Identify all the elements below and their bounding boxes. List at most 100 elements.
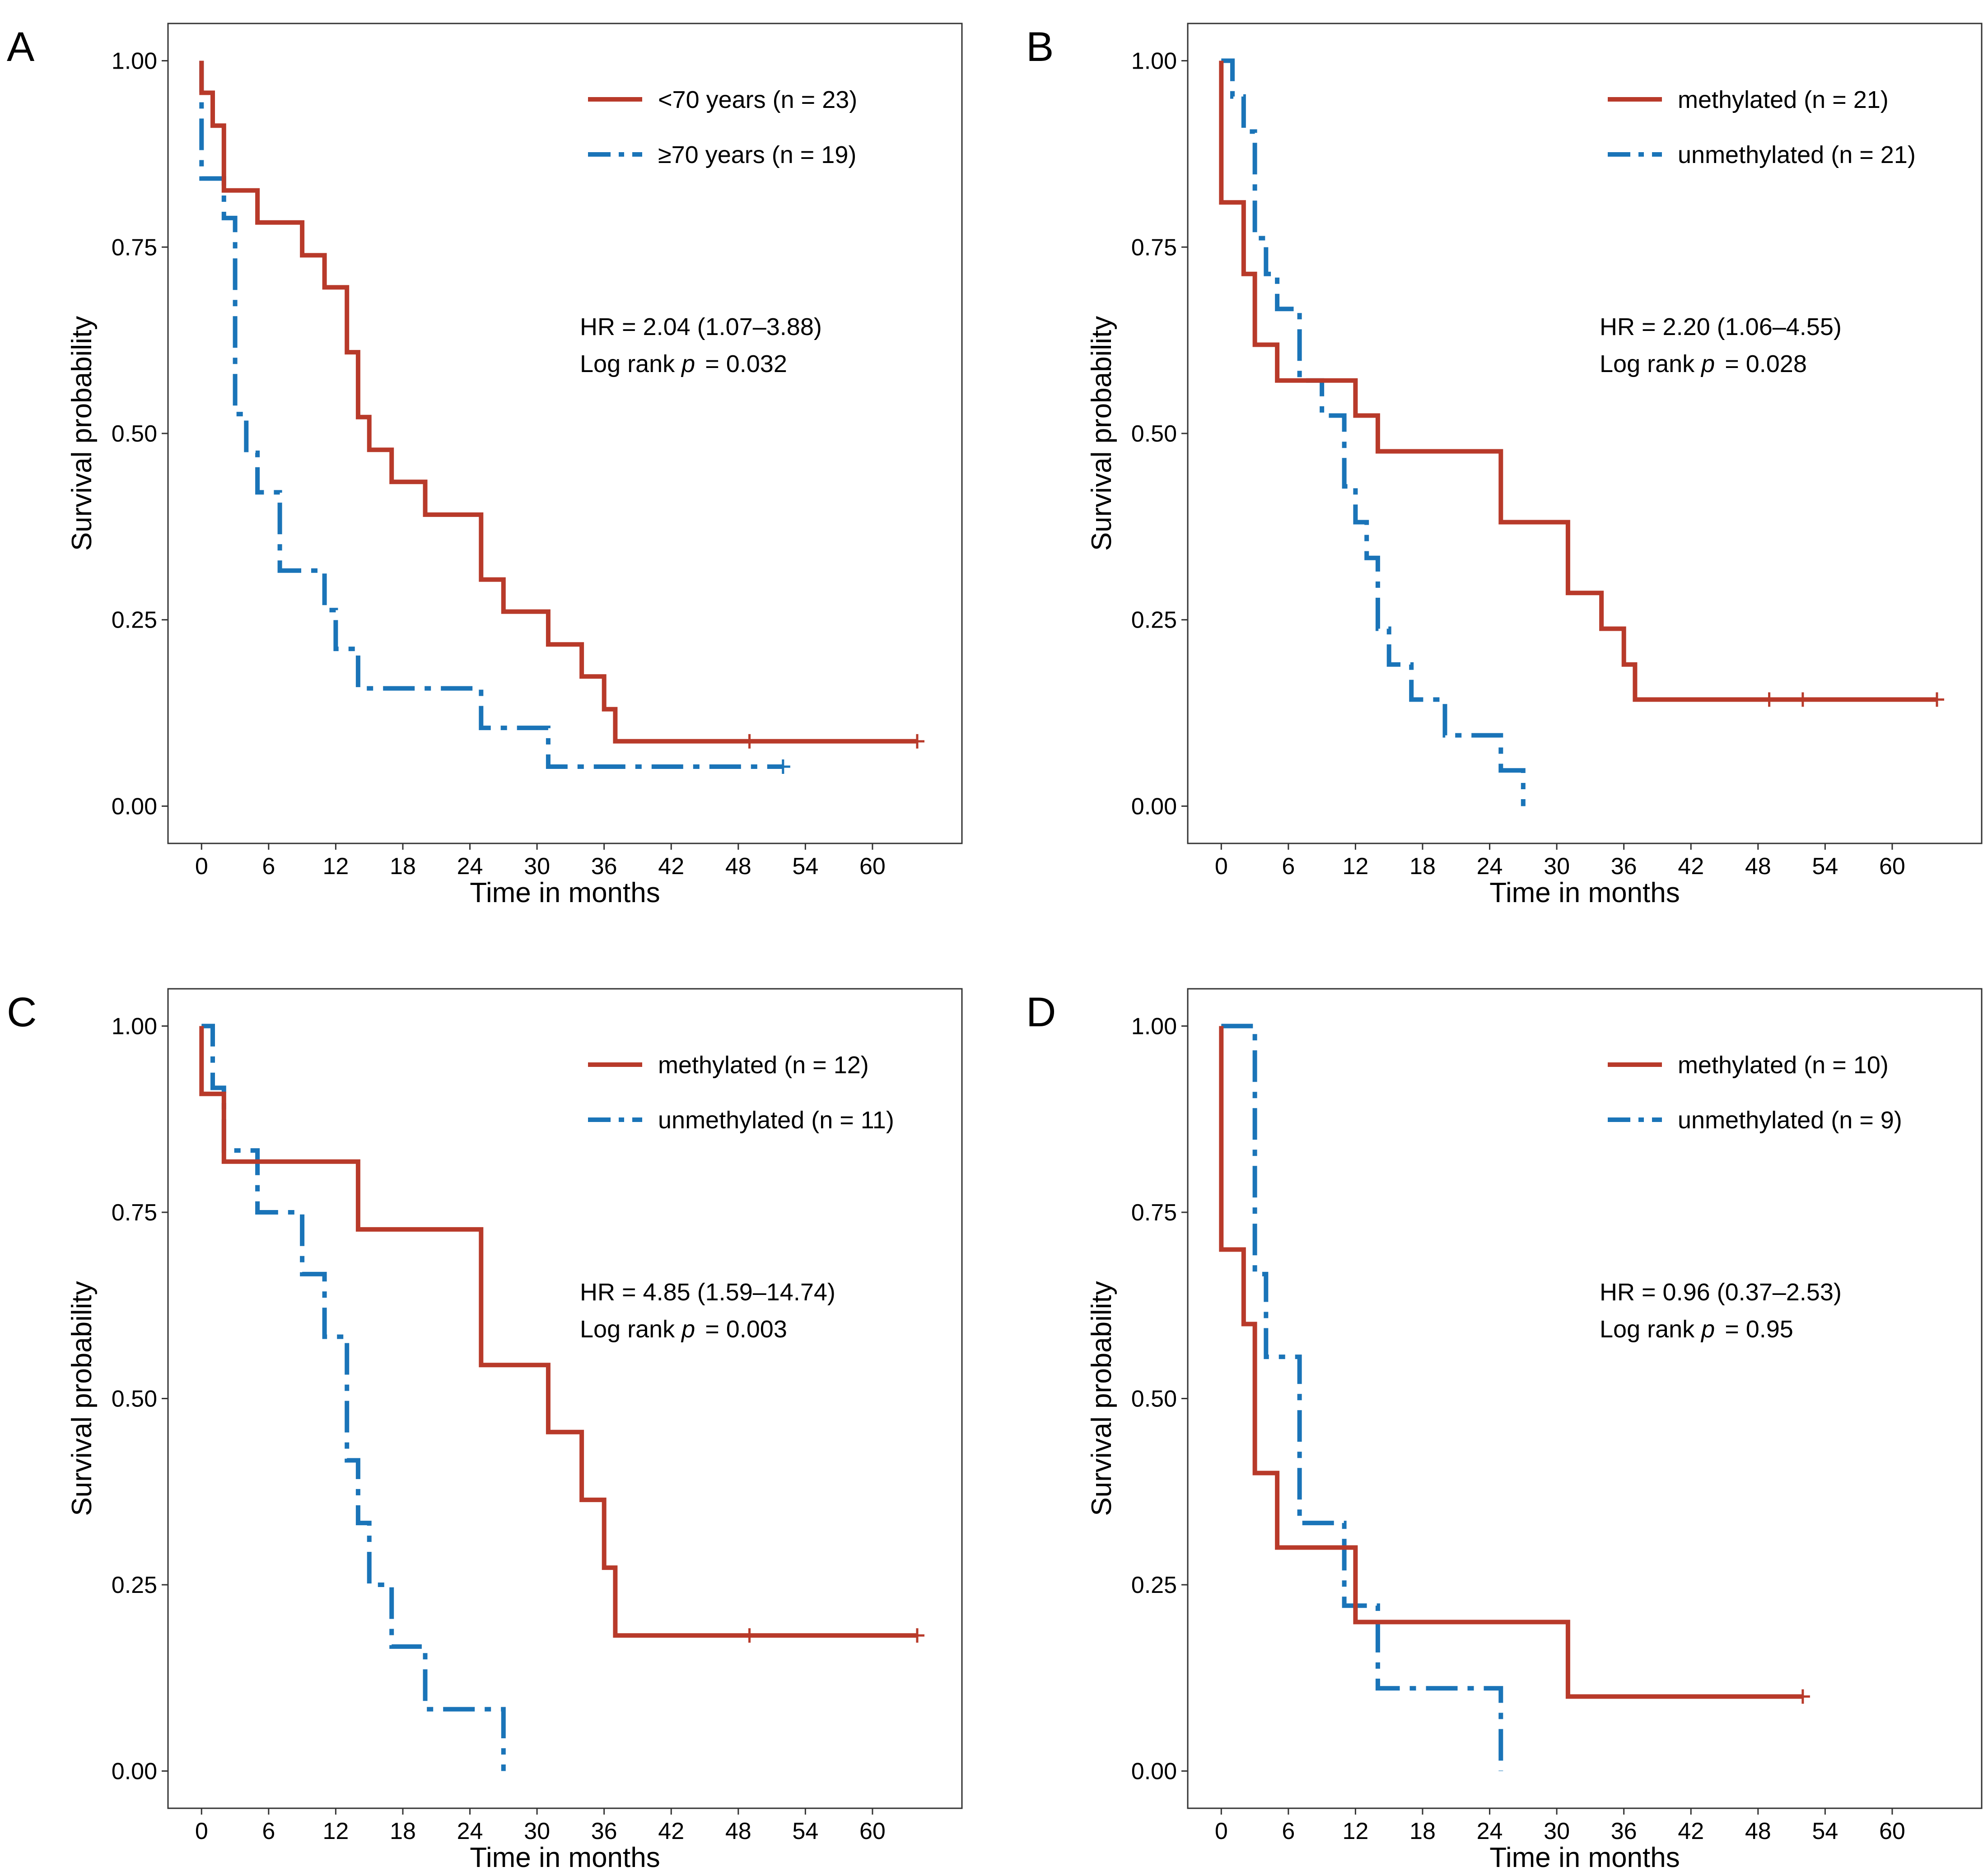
x-tick-label: 12 [322, 1818, 349, 1844]
log-rank-p-value: = 0.003 [705, 1316, 787, 1343]
x-tick-label: 54 [792, 1818, 818, 1844]
log-rank-prefix: Log rank [580, 1316, 681, 1343]
y-tick-label: 0.00 [1131, 1759, 1177, 1785]
legend-label-series-1: <70 years (n = 23) [658, 86, 857, 113]
x-tick-label: 30 [1544, 1818, 1570, 1844]
x-tick-label: 42 [1678, 1818, 1704, 1844]
km-curve-series-2 [1221, 58, 1526, 806]
x-tick-label: 24 [457, 853, 483, 880]
x-tick-label: 6 [262, 853, 275, 880]
x-tick-label: 60 [1879, 853, 1905, 880]
y-tick-label: 0.25 [1131, 1572, 1177, 1598]
y-tick-label: 1.00 [1131, 48, 1177, 74]
legend-label-series-1: methylated (n = 12) [658, 1052, 869, 1079]
x-tick-label: 6 [1282, 853, 1295, 880]
y-axis-label: Survival probability [1086, 1281, 1117, 1516]
censor-mark [1795, 1689, 1810, 1704]
y-tick-label: 0.50 [112, 421, 157, 447]
y-tick-label: 0.75 [112, 234, 157, 261]
panel-c: C 0.00 0.25 0.50 0.75 1.00 0 6 12 18 24 30 36 42 48 54 6… [7, 988, 963, 1873]
legend-label-series-2: unmethylated (n = 11) [658, 1107, 894, 1134]
censor-mark [910, 734, 924, 749]
x-tick-label: 24 [1477, 1818, 1503, 1844]
km-curve-series-1 [199, 1026, 917, 1638]
panel-letter: D [1026, 989, 1056, 1035]
panel-letter: A [7, 24, 35, 70]
x-tick-label: 30 [1544, 853, 1570, 880]
y-axis-label: Survival probability [66, 1281, 98, 1516]
hazard-ratio-text: HR = 4.85 (1.59–14.74) [580, 1279, 835, 1306]
km-curve-series-2 [199, 61, 783, 769]
y-tick-label: 0.00 [1131, 793, 1177, 819]
x-tick-label: 24 [457, 1818, 483, 1844]
x-tick-label: 30 [524, 1818, 550, 1844]
log-rank-p-symbol: p [681, 1316, 695, 1343]
legend-label-series-1: methylated (n = 21) [1678, 86, 1889, 113]
x-tick-label: 18 [390, 853, 416, 880]
y-axis-label: Survival probability [66, 316, 98, 551]
panel-b: B 0.00 0.25 0.50 0.75 1.00 0 6 12 18 24 30 36 42 48 54 6… [1026, 23, 1983, 908]
censor-mark [910, 1628, 924, 1643]
x-tick-label: 60 [859, 1818, 886, 1844]
y-tick-label: 0.50 [112, 1386, 157, 1412]
y-tick-label: 1.00 [112, 1014, 157, 1040]
panel-a: A 0.00 0.25 0.50 0.75 1.00 0 6 12 18 24 30 36 42 48 54 6… [7, 23, 963, 908]
censor-mark [775, 759, 790, 774]
x-tick-label: 12 [322, 853, 349, 880]
x-tick-label: 48 [725, 853, 751, 880]
x-axis-label: Time in months [470, 877, 660, 908]
x-tick-label: 48 [1745, 1818, 1771, 1844]
x-tick-label: 60 [1879, 1818, 1905, 1844]
km-curve-series-2 [201, 1024, 506, 1771]
legend-label-series-2: unmethylated (n = 9) [1678, 1107, 1902, 1134]
panel-letter: C [7, 989, 37, 1035]
log-rank-text: Log rank p = 0.003 [580, 1316, 787, 1343]
x-tick-label: 12 [1342, 1818, 1368, 1844]
y-axis-label: Survival probability [1086, 316, 1117, 551]
x-tick-label: 18 [390, 1818, 416, 1844]
legend-label-series-1: methylated (n = 10) [1678, 1052, 1889, 1079]
x-tick-label: 48 [1745, 853, 1771, 880]
x-tick-label: 42 [1678, 853, 1704, 880]
log-rank-prefix: Log rank [1600, 350, 1701, 377]
y-tick-label: 0.50 [1131, 421, 1177, 447]
y-tick-label: 0.00 [112, 1759, 157, 1785]
x-tick-label: 42 [658, 1818, 684, 1844]
panel-letter: B [1026, 24, 1054, 70]
log-rank-p-symbol: p [681, 350, 695, 377]
x-tick-label: 0 [1215, 1818, 1228, 1844]
y-tick-label: 0.25 [112, 1572, 157, 1598]
x-tick-label: 18 [1409, 1818, 1436, 1844]
log-rank-p-symbol: p [1700, 350, 1715, 377]
x-axis-label: Time in months [1489, 877, 1680, 908]
x-tick-label: 54 [1812, 853, 1838, 880]
x-tick-label: 36 [1611, 853, 1637, 880]
log-rank-p-value: = 0.95 [1725, 1316, 1793, 1343]
x-tick-label: 0 [195, 853, 208, 880]
y-tick-label: 1.00 [112, 48, 157, 74]
y-tick-label: 0.75 [1131, 234, 1177, 261]
x-tick-label: 60 [859, 853, 886, 880]
log-rank-text: Log rank p = 0.95 [1600, 1316, 1793, 1343]
x-tick-label: 6 [262, 1818, 275, 1844]
censor-mark [742, 1628, 757, 1643]
legend-label-series-2: unmethylated (n = 21) [1678, 141, 1916, 168]
hazard-ratio-text: HR = 2.04 (1.07–3.88) [580, 313, 822, 340]
km-curve-series-1 [199, 61, 917, 744]
log-rank-text: Log rank p = 0.028 [1600, 350, 1807, 377]
x-tick-label: 54 [792, 853, 818, 880]
censor-mark [1795, 692, 1810, 707]
hazard-ratio-text: HR = 2.20 (1.06–4.55) [1600, 313, 1842, 340]
y-tick-label: 0.25 [1131, 607, 1177, 633]
x-tick-label: 36 [591, 1818, 617, 1844]
y-tick-label: 0.50 [1131, 1386, 1177, 1412]
hazard-ratio-text: HR = 0.96 (0.37–2.53) [1600, 1279, 1842, 1306]
x-tick-label: 36 [1611, 1818, 1637, 1844]
x-tick-label: 36 [591, 853, 617, 880]
x-tick-label: 54 [1812, 1818, 1838, 1844]
x-tick-label: 48 [725, 1818, 751, 1844]
km-curve-series-1 [1219, 1026, 1803, 1699]
x-axis-label: Time in months [470, 1842, 660, 1873]
censor-mark [1762, 692, 1777, 707]
